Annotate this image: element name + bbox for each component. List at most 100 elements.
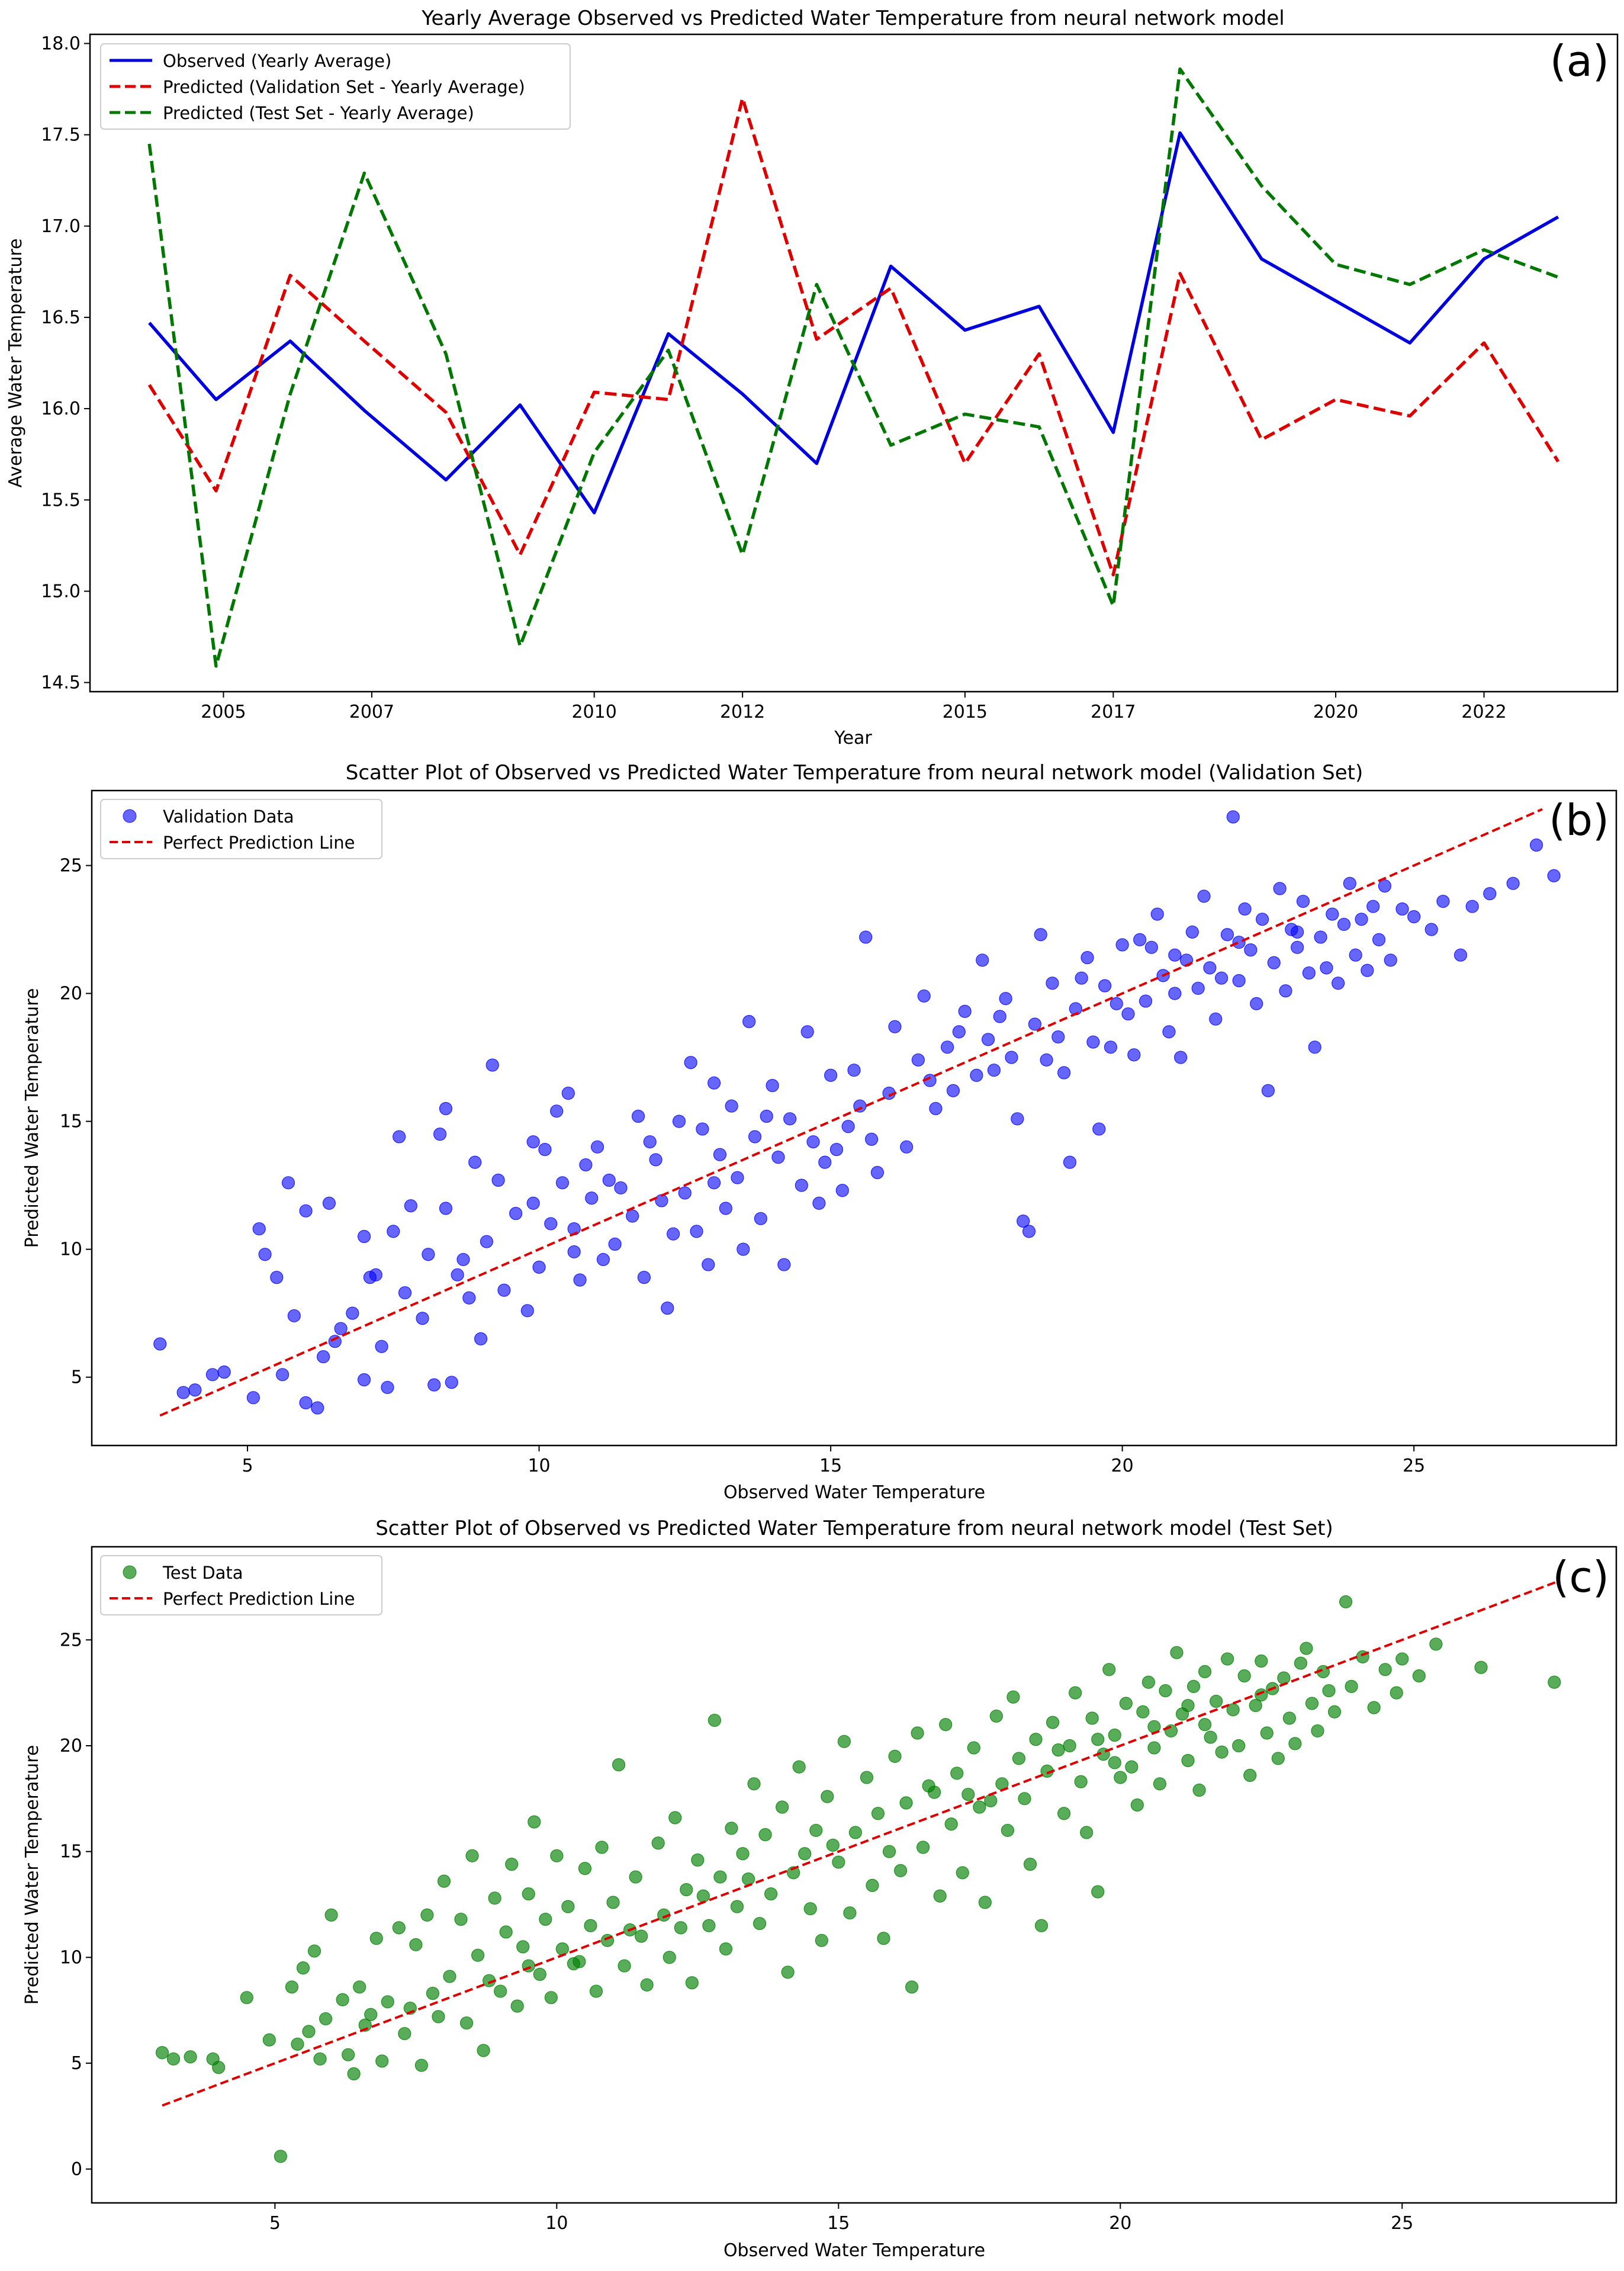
data-point	[667, 1227, 680, 1241]
chart-b-y-axis: 5 10 15 20 25	[60, 856, 92, 1388]
data-point	[702, 1919, 716, 1932]
data-point	[608, 1237, 622, 1251]
data-point	[589, 1984, 603, 1998]
data-point	[614, 1181, 628, 1195]
data-point	[454, 1912, 468, 1926]
data-point	[1305, 1697, 1319, 1710]
data-point	[1260, 1726, 1274, 1740]
data-point	[1046, 977, 1059, 990]
x-tick-label: 5	[242, 1456, 253, 1476]
x-tick-label: 2010	[571, 702, 616, 722]
x-tick-label: 10	[545, 2213, 568, 2234]
data-point	[474, 1332, 488, 1345]
series-line-perfect-prediction-line	[162, 1579, 1561, 2107]
data-point	[1114, 1771, 1127, 1784]
data-point	[848, 1826, 862, 1839]
data-point	[1069, 1686, 1082, 1700]
data-point	[561, 1900, 575, 1913]
data-point	[1028, 1017, 1041, 1031]
data-point	[439, 1202, 453, 1215]
data-point	[375, 2054, 389, 2068]
data-point	[1337, 917, 1351, 931]
data-point	[302, 2025, 316, 2038]
data-point	[631, 1109, 645, 1123]
data-point	[544, 1991, 558, 2005]
data-point	[387, 1225, 400, 1238]
data-point	[1185, 925, 1199, 939]
data-point	[485, 1058, 499, 1072]
data-point	[866, 1878, 879, 1892]
data-point	[1384, 953, 1397, 967]
x-tick-label: 2017	[1091, 702, 1136, 722]
data-point	[719, 1202, 732, 1215]
data-point	[246, 1391, 260, 1405]
x-tick-label: 20	[1111, 1456, 1134, 1476]
y-tick-label: 25	[60, 1630, 82, 1650]
data-point	[1080, 951, 1094, 965]
data-point	[299, 1204, 313, 1218]
data-point	[1326, 907, 1339, 921]
y-tick-label: 5	[71, 2053, 82, 2074]
data-point	[1291, 925, 1304, 939]
data-point	[1378, 1663, 1392, 1676]
data-point	[917, 989, 931, 1003]
data-point	[882, 1845, 896, 1858]
data-point	[1367, 1701, 1381, 1714]
y-tick-label: 16.0	[41, 399, 81, 419]
x-tick-label: 5	[269, 2213, 281, 2234]
data-point	[416, 1312, 429, 1325]
data-point	[1133, 933, 1147, 946]
data-point	[1051, 1743, 1065, 1757]
data-point	[1412, 1669, 1426, 1683]
data-point	[375, 1340, 388, 1353]
chart-a-title: Yearly Average Observed vs Predicted Wat…	[421, 7, 1284, 30]
data-point	[1465, 900, 1479, 913]
data-point	[837, 1734, 851, 1748]
data-point	[696, 1122, 709, 1136]
legend-observed-label: Observed (Yearly Average)	[163, 51, 391, 71]
data-point	[847, 1064, 861, 1077]
data-point	[1023, 1858, 1037, 1871]
legend-validation-data-swatch	[123, 809, 137, 823]
data-point	[806, 1135, 820, 1149]
data-point	[1057, 1066, 1071, 1080]
chart-a-x-axis: 2005 2007 2010 2012 2015 2017 2020 2022	[201, 692, 1507, 722]
data-point	[567, 1245, 581, 1259]
data-point	[637, 1271, 651, 1284]
data-point	[188, 1383, 202, 1397]
data-point	[346, 1306, 359, 1320]
data-point	[1063, 1155, 1077, 1169]
data-point	[800, 1025, 814, 1039]
data-point	[595, 1840, 609, 1854]
data-point	[1474, 1660, 1488, 1674]
data-point	[1261, 1084, 1275, 1097]
data-point	[602, 1173, 616, 1187]
data-point	[1277, 1671, 1291, 1685]
data-point	[347, 2067, 361, 2081]
panel-c-scatter-chart: Scatter Plot of Observed vs Predicted Wa…	[22, 1517, 1617, 2261]
data-point	[1108, 1756, 1121, 1769]
data-point	[702, 1258, 715, 1271]
data-point	[287, 1309, 301, 1323]
data-point	[999, 992, 1012, 1006]
chart-b-plot-frame	[91, 789, 1617, 1447]
data-point	[1170, 1646, 1184, 1659]
data-point	[322, 1196, 336, 1210]
data-point	[978, 1896, 992, 1909]
chart-a-series	[147, 67, 1560, 668]
data-point	[398, 2026, 411, 2041]
data-point	[1302, 966, 1316, 980]
data-point	[532, 1260, 546, 1274]
data-point	[398, 1286, 412, 1300]
data-point	[205, 1368, 220, 1382]
data-point	[1429, 1637, 1443, 1651]
data-point	[1174, 1051, 1188, 1064]
data-point	[1051, 1030, 1065, 1044]
legend-frame	[100, 43, 571, 130]
data-point	[748, 1130, 762, 1143]
data-point	[1345, 1679, 1358, 1693]
data-point	[392, 1921, 406, 1935]
data-point	[590, 1140, 604, 1154]
data-point	[184, 2050, 197, 2064]
chart-a-y-label: Average Water Temperature	[5, 239, 26, 488]
